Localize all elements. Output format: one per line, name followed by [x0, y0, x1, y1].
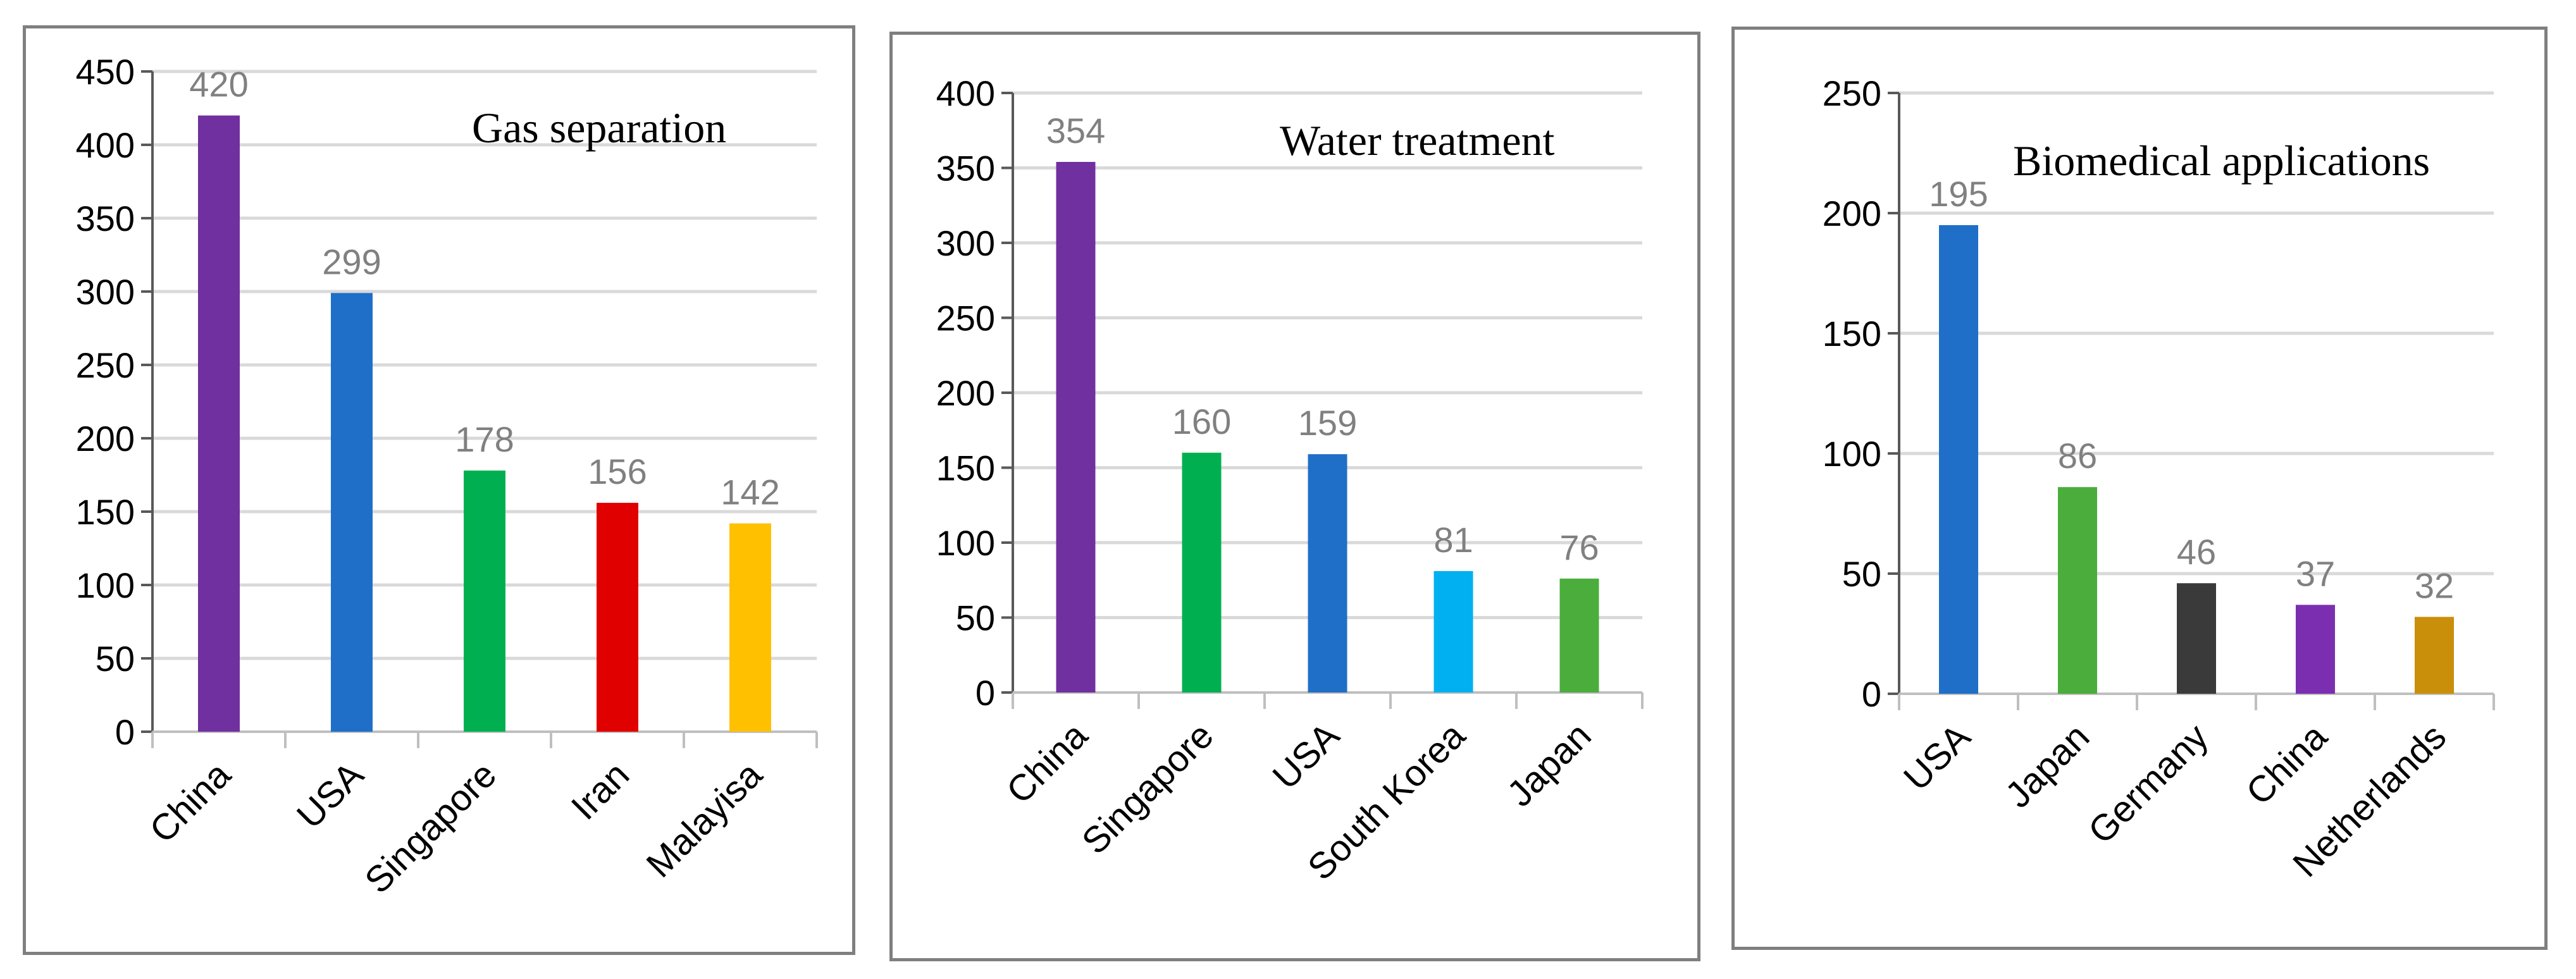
- chart-panel-biomedical-applications: 0 50 100 150 200 250 195 86 46 37 32 USA Japan Germ…: [1731, 27, 2548, 950]
- data-label-south-korea: 81: [1434, 520, 1473, 560]
- y-tick-label: 400: [76, 125, 135, 165]
- chart-panel-water-treatment: 0 50 100 150 200 250 300 350 400 354 160 159 81 76 C…: [889, 32, 1700, 961]
- category-label-iran: Iran: [564, 754, 638, 828]
- data-label-usa: 159: [1298, 403, 1357, 443]
- y-tick-label: 0: [1862, 674, 1881, 714]
- chart-title: Gas separation: [472, 104, 726, 152]
- category-label-usa: USA: [1265, 715, 1347, 797]
- bar-china: [1056, 162, 1096, 693]
- category-label-singapore: Singapore: [357, 754, 504, 901]
- category-label-malayisa: Malayisa: [638, 754, 770, 885]
- data-label-japan: 86: [2058, 436, 2097, 476]
- bar-usa: [331, 293, 373, 732]
- bar-south-korea: [1434, 571, 1473, 693]
- category-label-usa: USA: [1896, 716, 1979, 799]
- data-label-china: 354: [1046, 111, 1105, 151]
- y-tick-label: 200: [76, 419, 135, 459]
- y-tick-label: 200: [1823, 194, 1881, 233]
- data-label-germany: 46: [2177, 532, 2216, 572]
- bar-japan: [2058, 487, 2097, 694]
- data-label-usa: 195: [1929, 174, 1988, 214]
- bar-iran: [597, 503, 638, 732]
- data-label-netherlands: 32: [2415, 565, 2454, 605]
- chart-svg-biomedical-applications: 0 50 100 150 200 250 195 86 46 37 32 USA JapanGerm…: [1823, 73, 2495, 885]
- y-tick-label: 300: [76, 272, 135, 312]
- y-tick-label: 100: [1823, 434, 1881, 474]
- chart-title: Biomedical applications: [2013, 137, 2430, 185]
- y-tick-label: 100: [936, 523, 995, 563]
- bar-singapore: [464, 471, 505, 732]
- y-tick-label: 450: [76, 52, 135, 92]
- data-label-singapore: 160: [1172, 402, 1231, 441]
- y-tick-label: 300: [936, 223, 995, 263]
- y-tick-label: 0: [975, 673, 995, 713]
- y-tick-label: 150: [76, 492, 135, 532]
- y-tick-label: 150: [1823, 314, 1881, 354]
- bar-singapore: [1182, 452, 1222, 693]
- y-tick-label: 400: [936, 73, 995, 113]
- y-tick-label: 250: [1823, 73, 1881, 113]
- data-label-singapore: 178: [455, 419, 514, 459]
- y-tick-label: 0: [115, 712, 135, 752]
- y-tick-label: 350: [76, 199, 135, 238]
- y-tick-label: 50: [1842, 554, 1881, 594]
- category-label-usa: USA: [289, 754, 372, 837]
- category-label-singapore: Singapore: [1074, 715, 1222, 862]
- data-label-china: 420: [189, 65, 248, 104]
- chart-svg-gas-separation: 0 50 100 150 200 250 300 350 400 450 420 299 178 156…: [76, 52, 818, 901]
- y-tick-label: 350: [936, 149, 995, 188]
- chart-title: Water treatment: [1280, 116, 1555, 164]
- bar-germany: [2177, 583, 2216, 694]
- data-label-usa: 299: [322, 242, 381, 281]
- bar-usa: [1939, 225, 1978, 694]
- category-label-china: China: [2238, 716, 2336, 813]
- y-tick-label: 50: [956, 598, 995, 638]
- bar-china: [2296, 605, 2335, 694]
- bar-china: [198, 115, 240, 732]
- category-label-japan: Japan: [1499, 715, 1599, 815]
- y-tick-label: 100: [76, 565, 135, 605]
- y-tick-label: 250: [936, 299, 995, 338]
- bar-usa: [1308, 454, 1347, 693]
- bar-netherlands: [2415, 617, 2454, 694]
- category-label-germany: Germany: [2081, 716, 2217, 852]
- y-tick-label: 200: [936, 373, 995, 413]
- category-label-china: China: [142, 754, 239, 851]
- chart-panel-gas-separation: 0 50 100 150 200 250 300 350 400 450 420 299 178 156…: [23, 25, 855, 955]
- chart-svg-water-treatment: 0 50 100 150 200 250 300 350 400 354 160 159 81 76 C…: [936, 73, 1644, 888]
- bar-japan: [1559, 578, 1599, 693]
- data-label-japan: 76: [1559, 527, 1599, 567]
- y-tick-label: 250: [76, 345, 135, 385]
- category-label-china: China: [999, 715, 1096, 812]
- category-label-japan: Japan: [1997, 716, 2097, 816]
- y-tick-label: 150: [936, 448, 995, 488]
- bar-malayisa: [729, 523, 771, 732]
- data-label-malayisa: 142: [721, 472, 779, 512]
- y-tick-label: 50: [96, 639, 135, 679]
- data-label-china: 37: [2296, 553, 2335, 593]
- data-label-iran: 156: [588, 452, 647, 491]
